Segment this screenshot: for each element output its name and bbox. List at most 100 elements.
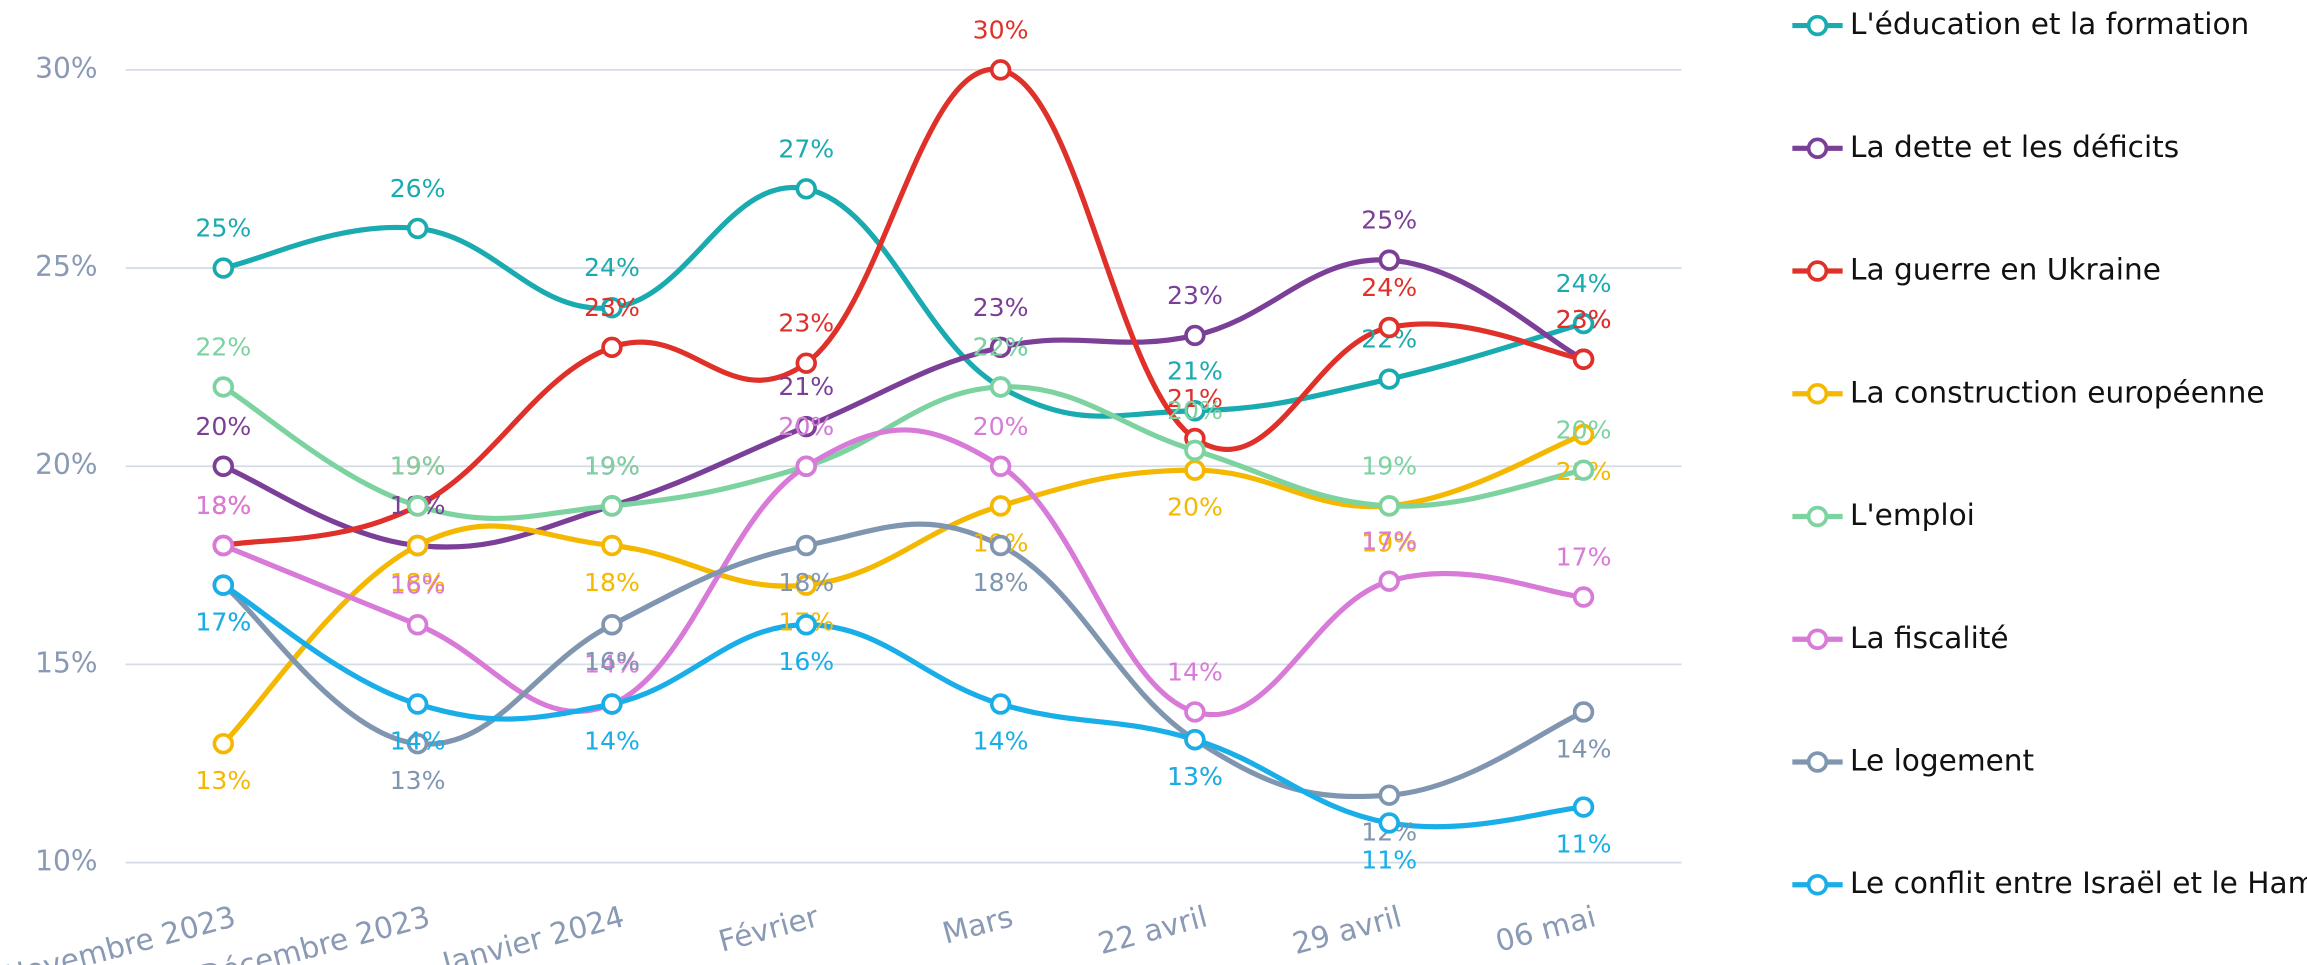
marker [1184,439,1206,462]
value-label: 21% [1167,356,1223,385]
marker [989,495,1012,517]
value-label: 30% [973,15,1029,44]
line [222,66,1584,549]
marker [989,455,1012,477]
marker [989,693,1012,715]
marker [1572,459,1595,481]
marker [1378,570,1400,592]
value-label: 18% [584,568,640,597]
marker [406,732,429,755]
marker [406,693,429,715]
line [221,582,1584,830]
value-label: 17% [1556,543,1612,572]
legend-marker [1806,874,1829,896]
x-tick-label: Mars [939,899,1017,950]
marker [795,352,817,374]
legend-label: L'éducation et la formation [1850,7,2249,41]
marker [1572,423,1595,446]
marker [989,336,1012,359]
value-label: 14% [973,726,1029,755]
marker [1184,701,1206,723]
legend-marker [1806,751,1829,773]
marker [601,534,623,557]
legend-label: Le conflit entre Israël et le Hamas [1850,866,2307,900]
marker [795,178,817,200]
line [222,427,1584,717]
marker [795,614,817,636]
marker [795,534,817,557]
legend-label: L'emploi [1850,498,1975,532]
value-label: 24% [1361,273,1417,302]
marker [406,217,429,240]
value-label: 23% [778,309,834,338]
value-label: 18% [778,568,834,597]
value-label: 11% [1361,845,1417,874]
value-label: 23% [1556,305,1612,334]
value-label: 20% [1556,416,1612,445]
value-label: 25% [1361,206,1417,235]
marker [795,455,817,477]
value-label: 21% [1167,384,1223,413]
legend-marker [1806,383,1829,405]
line [222,184,1585,419]
legend-marker [1806,260,1829,282]
x-tick-label: Novembre 2023 [1,899,239,965]
value-label: 22% [973,333,1029,362]
legend-label: La dette et les déficits [1850,130,2179,164]
value-label: 22% [195,333,251,362]
marker [1184,728,1206,751]
marker [212,534,235,557]
value-label: 14% [390,726,446,755]
marker [1572,348,1595,370]
marker [212,455,235,477]
line [221,521,1585,800]
marker [212,257,235,279]
value-label: 20% [195,412,251,441]
value-label: 23% [584,293,640,322]
value-label: 24% [584,253,640,282]
x-tick-label: 06 mai [1492,899,1599,958]
value-label: 19% [584,451,640,480]
value-label: 24% [1556,269,1612,298]
value-label: 25% [195,214,251,243]
value-label: 20% [973,412,1029,441]
y-tick-label: 15% [35,646,97,679]
value-label: 14% [1556,734,1612,763]
value-label: 23% [1556,305,1612,334]
marker [212,574,235,596]
line [221,384,1585,522]
value-label: 17% [195,608,251,637]
line [222,257,1585,550]
x-tick-label: 29 avril [1289,899,1405,961]
value-label: 13% [195,766,251,795]
marker [1378,249,1400,271]
legend-marker [1806,137,1829,160]
marker [1572,796,1595,818]
x-tick-label: Janvier 2024 [437,899,628,965]
value-label: 20% [778,412,834,441]
marker [1378,784,1400,806]
marker [1378,812,1400,834]
value-label: 26% [390,174,446,203]
value-label: 19% [390,451,446,480]
marker [989,59,1012,81]
value-label: 21% [778,372,834,401]
value-label: 27% [778,134,834,163]
value-label: 19% [390,451,446,480]
value-label: 16% [390,570,446,599]
value-label: 23% [1167,281,1223,310]
legend-marker [1806,628,1829,650]
legend-label: La fiscalité [1850,621,2009,655]
legend-label: La guerre en Ukraine [1850,253,2161,287]
legend: L'éducation et la formation La dette et l… [1792,7,2307,900]
marker [601,693,623,715]
marker [1184,459,1206,481]
legend-label: La construction européenne [1850,375,2265,409]
x-tick-label: 22 avril [1095,899,1211,961]
y-tick-label: 10% [35,845,97,878]
marker [601,336,623,359]
marker [1572,586,1595,608]
marker [1572,701,1595,723]
value-label: 14% [584,726,640,755]
value-label: 18% [195,491,251,520]
